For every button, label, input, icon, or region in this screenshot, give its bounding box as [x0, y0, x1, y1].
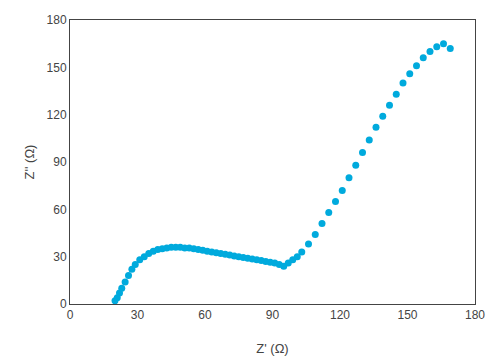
svg-text:90: 90	[53, 155, 67, 169]
svg-text:150: 150	[47, 61, 67, 75]
svg-text:150: 150	[397, 308, 417, 322]
svg-text:0: 0	[67, 308, 74, 322]
svg-text:60: 60	[53, 203, 67, 217]
svg-text:0: 0	[60, 297, 67, 311]
svg-text:60: 60	[198, 308, 212, 322]
svg-text:180: 180	[47, 13, 67, 27]
svg-text:120: 120	[47, 108, 67, 122]
svg-text:30: 30	[131, 308, 145, 322]
svg-text:Z' (Ω): Z' (Ω)	[256, 341, 288, 356]
svg-text:180: 180	[465, 308, 485, 322]
svg-text:Z'' (Ω): Z'' (Ω)	[22, 145, 37, 180]
svg-text:30: 30	[53, 250, 67, 264]
svg-text:90: 90	[266, 308, 280, 322]
svg-text:120: 120	[330, 308, 350, 322]
